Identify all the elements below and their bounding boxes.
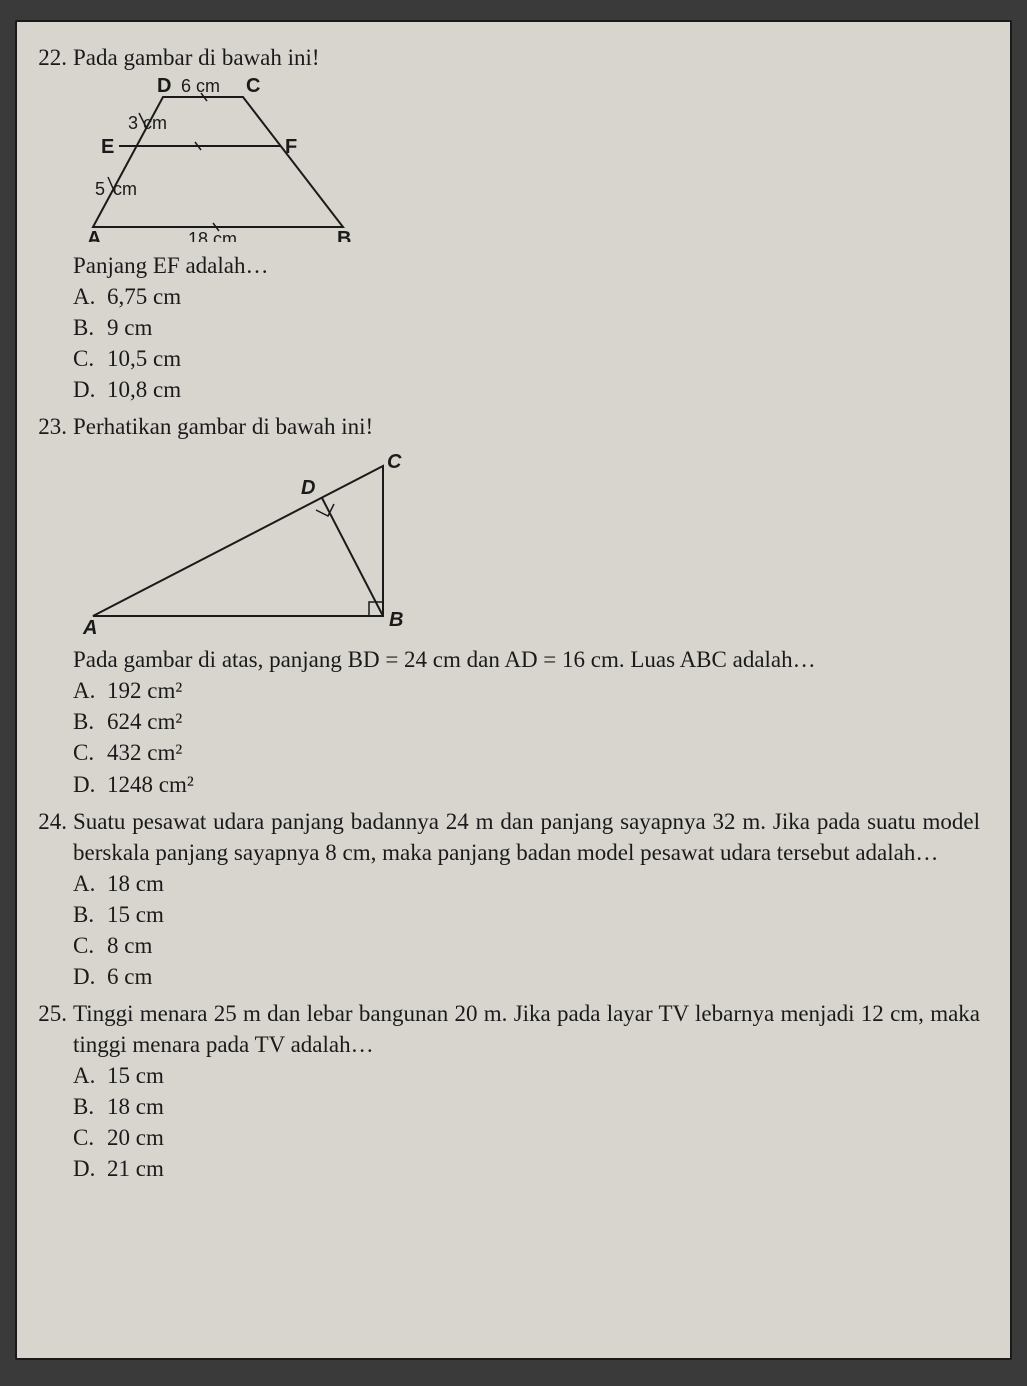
label-B: B [389,609,403,631]
opt-text: 21 cm [107,1153,164,1184]
q22-prompt: Pada gambar di bawah ini! [73,42,980,73]
q22-opt-C: C.10,5 cm [73,343,980,374]
opt-letter: D. [73,1153,101,1184]
opt-text: 20 cm [107,1122,164,1153]
opt-letter: C. [73,737,101,768]
opt-text: 18 cm [107,1091,164,1122]
q24-opt-D: D.6 cm [73,961,980,992]
opt-text: 192 cm² [107,675,182,706]
opt-text: 8 cm [107,930,152,961]
label-D: D [157,77,171,97]
q22-ask: Panjang EF adalah… [17,250,980,281]
q24-opt-C: C.8 cm [73,930,980,961]
q25-number: 25. [17,998,73,1029]
opt-text: 9 cm [107,312,152,343]
opt-letter: C. [73,343,101,374]
opt-letter: C. [73,1122,101,1153]
label-dc: 6 cm [181,77,220,96]
label-ed: 3 [128,113,138,133]
q25-opt-D: D.21 cm [73,1153,980,1184]
label-B: B [337,228,351,242]
label-A: A [82,617,97,636]
triangle-diagram: A B C D [73,446,443,636]
label-C: C [387,451,402,473]
q24-opt-B: B.15 cm [73,899,980,930]
q23-options: A.192 cm² B.624 cm² C.432 cm² D.1248 cm² [17,675,980,799]
opt-text: 6,75 cm [107,281,181,312]
q24-options: A.18 cm B.15 cm C.8 cm D.6 cm [17,868,980,992]
opt-text: 1248 cm² [107,769,194,800]
label-ae-cm: cm [113,179,137,199]
opt-letter: B. [73,706,101,737]
question-23: 23. Perhatikan gambar di bawah ini! A B … [17,411,980,799]
opt-letter: B. [73,1091,101,1122]
opt-text: 10,5 cm [107,343,181,374]
opt-letter: A. [73,675,101,706]
opt-text: 10,8 cm [107,374,181,405]
q23-figure: A B C D [17,446,980,636]
label-ae: 5 [95,179,105,199]
question-24: 24. Suatu pesawat udara panjang badannya… [17,806,980,992]
opt-letter: D. [73,961,101,992]
label-A: A [87,228,101,242]
question-22: 22. Pada gambar di bawah ini! D C 6 cm [17,42,980,405]
opt-letter: A. [73,281,101,312]
opt-letter: C. [73,930,101,961]
q22-figure: D C 6 cm E F 3 cm 5 cm A B 18 cm [17,77,980,242]
q24-number: 24. [17,806,73,837]
label-E: E [101,136,114,158]
exam-page: 22. Pada gambar di bawah ini! D C 6 cm [15,20,1012,1360]
q25-opt-C: C.20 cm [73,1122,980,1153]
opt-text: 18 cm [107,868,164,899]
q25-opt-B: B.18 cm [73,1091,980,1122]
q23-opt-B: B.624 cm² [73,706,980,737]
q22-opt-D: D.10,8 cm [73,374,980,405]
q24-prompt: Suatu pesawat udara panjang badannya 24 … [73,806,980,868]
opt-text: 624 cm² [107,706,182,737]
question-25: 25. Tinggi menara 25 m dan lebar banguna… [17,998,980,1184]
opt-text: 15 cm [107,1060,164,1091]
q23-opt-D: D.1248 cm² [73,769,980,800]
q23-prompt: Perhatikan gambar di bawah ini! [73,411,980,442]
label-F: F [285,136,297,158]
q23-ask: Pada gambar di atas, panjang BD = 24 cm … [17,644,980,675]
q23-opt-C: C.432 cm² [73,737,980,768]
q24-opt-A: A.18 cm [73,868,980,899]
q25-options: A.15 cm B.18 cm C.20 cm D.21 cm [17,1060,980,1184]
opt-text: 432 cm² [107,737,182,768]
opt-letter: B. [73,312,101,343]
label-ab: 18 cm [188,229,237,242]
opt-letter: D. [73,769,101,800]
label-D: D [301,477,315,499]
label-ed-cm: cm [143,113,167,133]
opt-letter: D. [73,374,101,405]
q23-opt-A: A.192 cm² [73,675,980,706]
trapezoid-diagram: D C 6 cm E F 3 cm 5 cm A B 18 cm [73,77,373,242]
label-C: C [246,77,260,97]
q22-opt-A: A.6,75 cm [73,281,980,312]
q23-number: 23. [17,411,73,442]
opt-letter: A. [73,1060,101,1091]
opt-letter: A. [73,868,101,899]
q25-opt-A: A.15 cm [73,1060,980,1091]
opt-text: 15 cm [107,899,164,930]
q22-options: A.6,75 cm B.9 cm C.10,5 cm D.10,8 cm [17,281,980,405]
q25-prompt: Tinggi menara 25 m dan lebar bangunan 20… [73,998,980,1060]
opt-letter: B. [73,899,101,930]
opt-text: 6 cm [107,961,152,992]
q22-number: 22. [17,42,73,73]
q22-opt-B: B.9 cm [73,312,980,343]
